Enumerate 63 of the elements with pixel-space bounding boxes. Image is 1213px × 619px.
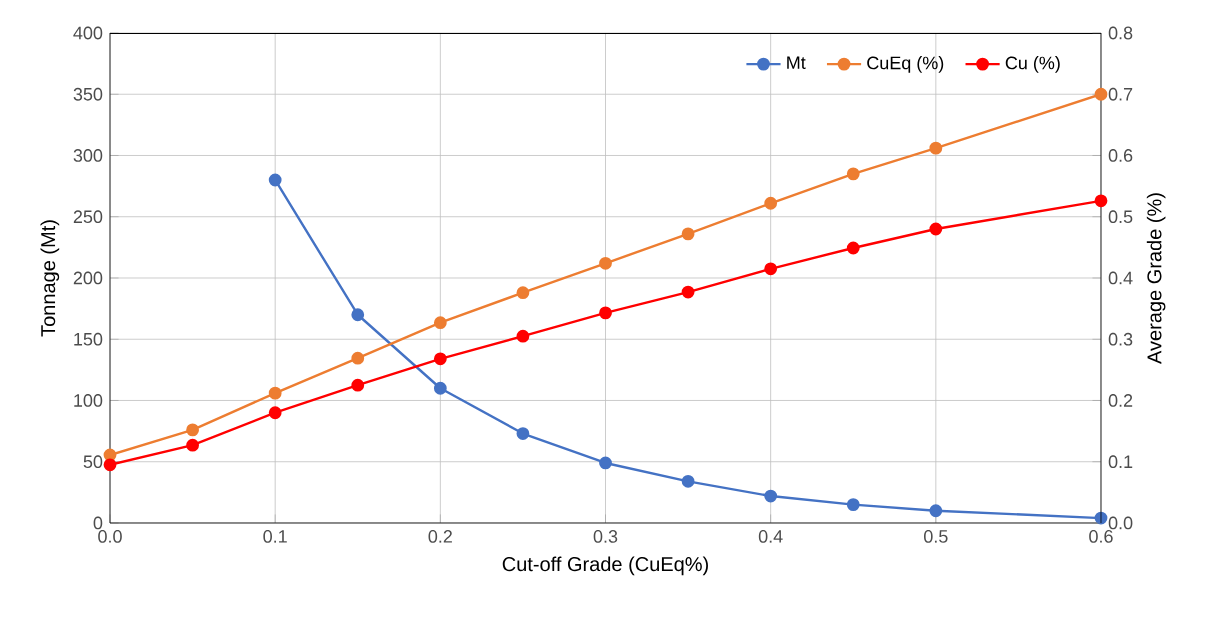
y-tick-label: 100	[74, 394, 103, 407]
point	[516, 329, 530, 343]
y-tick-label: 400	[73, 26, 103, 40]
point	[681, 227, 695, 241]
legend-label: Mt	[787, 56, 806, 69]
point	[433, 316, 447, 330]
point	[186, 438, 199, 452]
point	[1094, 194, 1108, 208]
point	[764, 196, 778, 210]
point	[929, 222, 943, 236]
point	[846, 167, 860, 181]
point	[599, 256, 612, 270]
point	[599, 306, 612, 320]
y2-tick-label: 0.4	[1108, 271, 1133, 285]
y2-tick-label: 0.5	[1108, 210, 1133, 224]
y2-tick-label: 0.0	[1108, 516, 1133, 530]
point	[681, 285, 695, 299]
x-tick-label: 0.4	[758, 530, 783, 543]
point	[516, 427, 530, 440]
y2-axis-title: Average Grade (%)	[1146, 193, 1166, 364]
y-tick-label: 0	[93, 516, 103, 530]
point	[268, 406, 282, 420]
point	[681, 474, 695, 488]
y2-tick-label: 0.6	[1108, 149, 1133, 162]
point	[599, 456, 612, 470]
y-tick-label: 50	[83, 455, 103, 469]
point	[846, 498, 860, 512]
point	[929, 504, 943, 518]
point	[764, 489, 778, 503]
x-tick-label: 0.1	[263, 530, 287, 543]
x-axis-title: Cut-off Grade (CuEq%)	[502, 556, 708, 576]
point	[268, 173, 282, 187]
x-tick-label: 0.6	[1089, 530, 1113, 543]
y2-tick-label: 0.3	[1108, 332, 1133, 346]
y2-tick-label: 0.8	[1108, 26, 1133, 40]
point	[351, 308, 365, 322]
y-tick-label: 300	[73, 149, 103, 162]
point	[433, 352, 447, 366]
point	[516, 286, 530, 300]
x-tick-label: 0.3	[593, 530, 618, 543]
point	[1094, 87, 1108, 101]
y-tick-label: 350	[73, 87, 103, 101]
x-tick-label: 0.5	[924, 530, 948, 543]
y-axis-title: Tonnage (Mt)	[40, 220, 60, 337]
x-tick-label: 0.2	[428, 530, 452, 543]
point	[929, 141, 943, 155]
y2-tick-label: 0.7	[1108, 87, 1133, 101]
point	[846, 241, 860, 255]
point	[103, 458, 117, 472]
legend-label: CuEq (%)	[867, 56, 944, 73]
legend-label: Cu (%)	[1005, 56, 1060, 73]
point	[764, 262, 778, 276]
y-tick-label: 200	[73, 271, 103, 285]
point	[186, 423, 199, 437]
point	[268, 386, 282, 400]
y2-tick-label: 0.2	[1108, 394, 1133, 407]
point	[351, 378, 365, 392]
point	[351, 351, 365, 365]
y2-tick-label: 0.1	[1108, 455, 1133, 469]
y-tick-label: 250	[73, 210, 103, 224]
y-tick-label: 150	[74, 332, 103, 346]
point	[433, 381, 447, 395]
x-tick-label: 0.0	[98, 530, 122, 543]
